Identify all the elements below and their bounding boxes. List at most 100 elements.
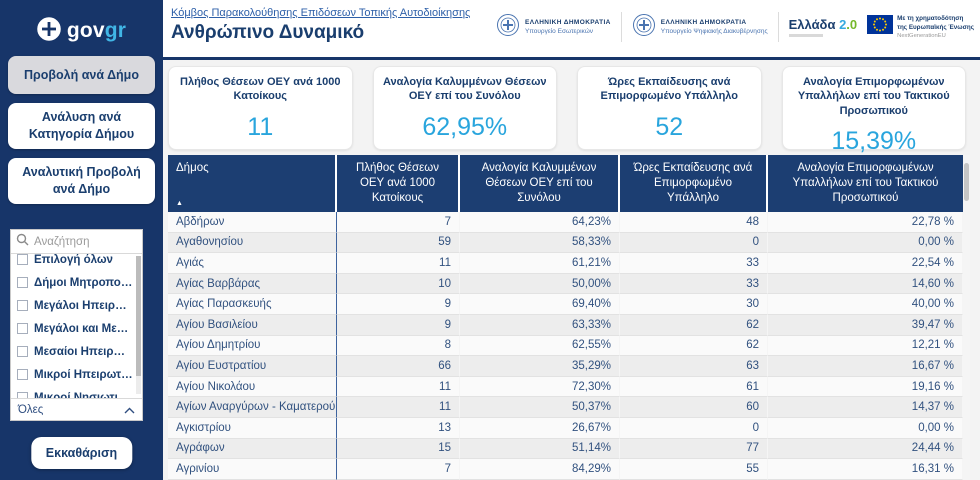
kpi-title: Ώρες Εκπαίδευσης ανά Επιμορφωμένο Υπάλλη… — [600, 76, 739, 103]
table-row[interactable]: Αγίων Αναργύρων - Καματερού 11 50,37% 60 14,… — [168, 397, 963, 418]
option-label: Μικροί Νησιωτικοί Δή... — [34, 391, 134, 399]
sidebar-item-analysis-by-category[interactable]: Ανάλυση ανά Κατηγορία Δήμου — [8, 103, 155, 149]
scrollbar-thumb[interactable] — [136, 256, 141, 376]
nav-label: Ανάλυση ανά Κατηγορία Δήμου — [28, 110, 135, 141]
kpi-card-trained-employees: Αναλογία Επιμορφωμένων Υπαλλήλων επί του… — [781, 66, 966, 155]
kpi-value: 52 — [655, 112, 684, 141]
page-header: Κόμβος Παρακολούθησης Επιδόσεων Τοπικής … — [163, 0, 980, 60]
sidebar-item-view-by-municipality[interactable]: Προβολή ανά Δήμο — [8, 56, 155, 94]
option-label: Δήμοι Μητροπολιτικ... — [34, 276, 134, 289]
option-label: Μεσαίοι Ηπειρωτικοί ... — [34, 345, 134, 358]
kpi-card-training-hours: Ώρες Εκπαίδευσης ανά Επιμορφωμένο Υπάλλη… — [577, 66, 762, 150]
checkbox-icon[interactable] — [17, 300, 28, 311]
brand-text: govgr — [66, 19, 127, 42]
checkbox-icon[interactable] — [17, 254, 28, 265]
column-header-trained-ratio[interactable]: Αναλογία Επιμορφωμένων Υπαλλήλων επί του… — [768, 155, 963, 212]
filter-option-medium-mainland[interactable]: Μεσαίοι Ηπειρωτικοί ... — [17, 340, 142, 363]
filter-option-large-mainland[interactable]: Μεγάλοι Ηπειρωτικοί ... — [17, 294, 142, 317]
kpi-value: 11 — [247, 112, 274, 141]
breadcrumb[interactable]: Κόμβος Παρακολούθησης Επιδόσεων Τοπικής … — [171, 7, 471, 19]
kpi-title: Αναλογία Επιμορφωμένων Υπαλλήλων επί του… — [797, 76, 950, 117]
column-header-municipality[interactable]: Δήμος ▲ — [168, 155, 337, 212]
table-row[interactable]: Αγίου Δημητρίου 8 62,55% 62 12,21 % — [168, 335, 963, 357]
kpi-title: Πλήθος Θέσεων ΟΕΥ ανά 1000 Κατοίκους — [180, 76, 341, 103]
column-header-training-hours[interactable]: Ώρες Εκπαίδευσης ανά Επιμορφωμένο Υπάλλη… — [620, 155, 768, 212]
ministry-digital-governance-logo: ΕΛΛΗΝΙΚΗ ΔΗΜΟΚΡΑΤΙΑ Υπουργείο Ψηφιακής Δ… — [632, 13, 768, 42]
municipality-table: Δήμος ▲ Πλήθος Θέσεων ΟΕΥ ανά 1000 Κατοί… — [168, 155, 970, 480]
nav-label: Προβολή ανά Δήμο — [24, 67, 139, 82]
checkbox-icon[interactable] — [17, 346, 28, 357]
hellenic-republic-emblem-icon — [632, 13, 656, 42]
filter-option-list: Επιλογή όλων Δήμοι Μητροπολιτικ... Μεγάλ… — [11, 254, 142, 398]
kpi-row: Πλήθος Θέσεων ΟΕΥ ανά 1000 Κατοίκους 11 … — [168, 66, 966, 155]
checkbox-icon[interactable] — [17, 392, 28, 398]
table-row[interactable]: Αγίου Ευστρατίου 66 35,29% 63 16,67 % — [168, 356, 963, 377]
option-label: Μικροί Ηπειρωτικοί κ... — [34, 368, 134, 381]
filter-option-metropolitan[interactable]: Δήμοι Μητροπολιτικ... — [17, 271, 142, 294]
search-input[interactable] — [34, 235, 124, 248]
main-content: Κόμβος Παρακολούθησης Επιδόσεων Τοπικής … — [163, 0, 980, 480]
chevron-up-icon[interactable] — [124, 401, 135, 419]
table-header-row: Δήμος ▲ Πλήθος Θέσεων ΟΕΥ ανά 1000 Κατοί… — [168, 155, 963, 212]
table-row[interactable]: Αβδήρων 7 64,23% 48 22,78 % — [168, 212, 963, 233]
checkbox-icon[interactable] — [17, 277, 28, 288]
table-row[interactable]: Αγίου Νικολάου 11 72,30% 61 19,16 % — [168, 376, 963, 398]
logo-line: ΕΛΛΗΝΙΚΗ ΔΗΜΟΚΡΑΤΙΑ — [660, 19, 747, 26]
sort-ascending-icon: ▲ — [176, 199, 183, 207]
column-header-oey-per-1000[interactable]: Πλήθος Θέσεων ΟΕΥ ανά 1000 Κατοίκους — [337, 155, 460, 212]
category-filter-panel: Επιλογή όλων Δήμοι Μητροπολιτικ... Μεγάλ… — [10, 229, 143, 421]
logo-line: NextGenerationEU — [897, 33, 946, 39]
logo-line: ΕΛΛΗΝΙΚΗ ΔΗΜΟΚΡΑΤΙΑ — [525, 19, 611, 26]
option-label: Επιλογή όλων — [34, 254, 113, 266]
logo-line: της Ευρωπαϊκής Ένωσης — [897, 23, 974, 31]
clear-filters-button[interactable]: Εκκαθάριση — [30, 437, 133, 469]
column-header-covered-ratio[interactable]: Αναλογία Καλυμμένων Θέσεων ΟΕΥ επί του Σ… — [460, 155, 620, 212]
logo-line: Υπουργείο Εσωτερικών — [525, 28, 594, 35]
table-row[interactable]: Αγράφων 15 51,14% 77 24,44 % — [168, 438, 963, 460]
table-row[interactable]: Αγίας Βαρβάρας 10 50,00% 33 14,60 % — [168, 273, 963, 295]
filter-option-select-all[interactable]: Επιλογή όλων — [17, 254, 142, 271]
filter-option-large-medium[interactable]: Μεγάλοι και Μεσαίοι ... — [17, 317, 142, 340]
greece-2-0-logo: Ελλάδα 2.0 — [788, 17, 857, 37]
option-label: Μεγάλοι Ηπειρωτικοί ... — [34, 299, 134, 312]
checkbox-icon[interactable] — [17, 323, 28, 334]
filter-search-row — [11, 230, 142, 254]
table-row[interactable]: Αγιάς 11 61,21% 33 22,54 % — [168, 253, 963, 274]
filter-list-scrollbar[interactable] — [136, 256, 141, 394]
table-row[interactable]: Αγίου Βασιλείου 9 63,33% 62 39,47 % — [168, 314, 963, 336]
logo-line: Υπουργείο Ψηφιακής Διακυβέρνησης — [660, 28, 768, 35]
nav-label: Αναλυτική Προβολή ανά Δήμο — [22, 164, 141, 196]
eu-flag-icon — [867, 15, 894, 39]
divider — [777, 12, 779, 42]
kpi-title: Αναλογία Καλυμμένων Θέσεων ΟΕΥ επί του Σ… — [382, 76, 547, 103]
sidebar-item-detailed-view[interactable]: Αναλυτική Προβολή ανά Δήμο — [8, 157, 155, 204]
kpi-value: 15,39% — [831, 126, 917, 155]
table-row[interactable]: Αγίας Παρασκευής 9 69,40% 30 40,00 % — [168, 294, 963, 315]
table-row[interactable]: Αγρινίου 7 84,29% 55 16,31 % — [168, 459, 963, 480]
govgr-logo: govgr — [0, 0, 163, 48]
footer-label: Όλες — [18, 403, 44, 416]
checkbox-icon[interactable] — [17, 369, 28, 380]
filter-option-small-mainland[interactable]: Μικροί Ηπειρωτικοί κ... — [17, 363, 142, 386]
sidebar: govgr Προβολή ανά Δήμο Ανάλυση ανά Κατηγ… — [0, 0, 163, 480]
hellenic-republic-emblem-icon — [496, 13, 520, 42]
kpi-value: 62,95% — [422, 112, 508, 141]
filter-option-small-island[interactable]: Μικροί Νησιωτικοί Δή... — [17, 386, 142, 398]
table-row[interactable]: Αγαθονησίου 59 58,33% 0 0,00 % — [168, 232, 963, 254]
page-title: Ανθρώπινο Δυναμικό — [171, 22, 365, 43]
logo-line: Με τη χρηματοδότηση — [897, 15, 964, 22]
table-body: Αβδήρων 7 64,23% 48 22,78 % Αγαθονησίου 59 58,… — [168, 212, 963, 480]
scrollbar-thumb[interactable] — [964, 163, 969, 201]
kpi-card-oey-positions: Πλήθος Θέσεων ΟΕΥ ανά 1000 Κατοίκους 11 — [168, 66, 353, 150]
kpi-card-covered-positions: Αναλογία Καλυμμένων Θέσεων ΟΕΥ επί του Σ… — [372, 66, 557, 150]
greek-emblem-icon — [37, 16, 61, 46]
table-scrollbar[interactable] — [963, 155, 970, 480]
divider — [620, 12, 622, 42]
eu-funding-logo: Με τη χρηματοδότηση της Ευρωπαϊκής Ένωση… — [867, 15, 974, 39]
logo-subtext-bar — [788, 34, 823, 37]
ministry-interior-logo: ΕΛΛΗΝΙΚΗ ΔΗΜΟΚΡΑΤΙΑ Υπουργείο Εσωτερικών — [496, 13, 611, 42]
table-row[interactable]: Αγκιστρίου 13 26,67% 0 0,00 % — [168, 417, 963, 439]
search-icon — [16, 233, 29, 251]
option-label: Μεγάλοι και Μεσαίοι ... — [34, 322, 134, 335]
filter-footer-toggle[interactable]: Όλες — [11, 398, 142, 420]
